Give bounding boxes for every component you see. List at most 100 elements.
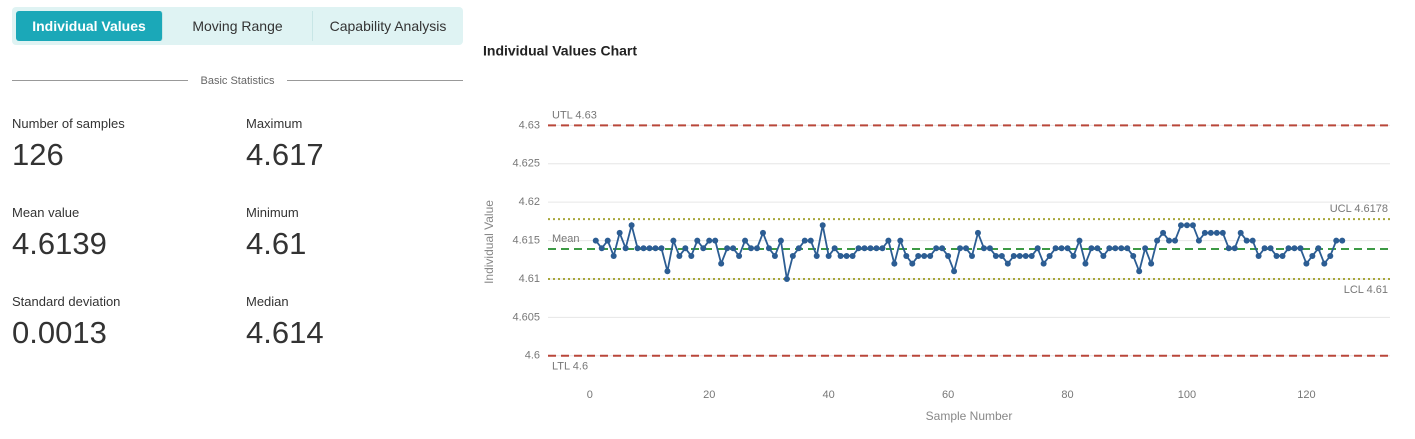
y-tick-label: 4.625 bbox=[512, 158, 540, 170]
data-point bbox=[1195, 237, 1202, 244]
data-point bbox=[1034, 245, 1041, 252]
stat-value: 4.614 bbox=[246, 315, 324, 350]
data-point bbox=[986, 245, 993, 252]
data-point bbox=[1058, 245, 1065, 252]
data-point bbox=[1028, 252, 1035, 259]
data-point bbox=[795, 245, 802, 252]
stat-label: Number of samples bbox=[12, 116, 125, 131]
data-point bbox=[592, 237, 599, 244]
data-point bbox=[909, 260, 916, 267]
data-point bbox=[1130, 252, 1137, 259]
data-point bbox=[1046, 252, 1053, 259]
data-point bbox=[1177, 222, 1184, 229]
data-point bbox=[1148, 260, 1155, 267]
x-tick-label: 120 bbox=[1297, 389, 1315, 401]
y-tick-label: 4.63 bbox=[519, 119, 540, 131]
data-point bbox=[1243, 237, 1250, 244]
data-point bbox=[622, 245, 629, 252]
data-point bbox=[1088, 245, 1095, 252]
stat: Number of samples 126 bbox=[12, 116, 232, 173]
data-point bbox=[897, 237, 904, 244]
tab[interactable]: Capability Analysis bbox=[329, 18, 447, 34]
data-point bbox=[1279, 252, 1286, 259]
x-tick-label: 80 bbox=[1061, 389, 1073, 401]
data-point bbox=[1076, 237, 1083, 244]
reference-label: UTL 4.63 bbox=[552, 109, 597, 121]
data-point bbox=[1237, 229, 1244, 236]
data-point bbox=[1255, 252, 1262, 259]
stat-label: Median bbox=[246, 294, 289, 309]
data-point bbox=[724, 245, 731, 252]
data-point bbox=[1166, 237, 1173, 244]
data-point bbox=[1291, 245, 1298, 252]
data-point bbox=[1297, 245, 1304, 252]
rule bbox=[287, 80, 463, 81]
data-point bbox=[813, 252, 820, 259]
data-point bbox=[1189, 222, 1196, 229]
data-point bbox=[1315, 245, 1322, 252]
y-tick-label: 4.62 bbox=[519, 196, 540, 208]
data-point bbox=[885, 237, 892, 244]
data-point bbox=[933, 245, 940, 252]
reference-label: LCL 4.61 bbox=[1344, 284, 1388, 296]
data-point bbox=[616, 229, 623, 236]
data-point bbox=[867, 245, 874, 252]
data-point bbox=[1327, 252, 1334, 259]
data-point bbox=[1309, 252, 1316, 259]
section-title: Basic Statistics bbox=[200, 75, 275, 87]
data-point bbox=[957, 245, 964, 252]
tab[interactable]: Individual Values bbox=[16, 11, 163, 41]
data-point bbox=[855, 245, 862, 252]
data-point bbox=[736, 252, 743, 259]
reference-label: UCL 4.6178 bbox=[1330, 203, 1388, 215]
stat-value: 0.0013 bbox=[12, 315, 107, 350]
stat: Median 4.614 bbox=[246, 294, 466, 351]
data-point bbox=[873, 245, 880, 252]
data-point bbox=[1160, 229, 1167, 236]
data-point bbox=[789, 252, 796, 259]
data-point bbox=[927, 252, 934, 259]
data-point bbox=[968, 252, 975, 259]
data-point bbox=[1082, 260, 1089, 267]
data-point bbox=[1249, 237, 1256, 244]
data-point bbox=[1231, 245, 1238, 252]
data-point bbox=[1333, 237, 1340, 244]
y-tick-label: 4.615 bbox=[512, 234, 540, 246]
data-point bbox=[945, 252, 952, 259]
data-point bbox=[1261, 245, 1268, 252]
stat-label: Standard deviation bbox=[12, 294, 121, 309]
data-point bbox=[1225, 245, 1232, 252]
data-point bbox=[1124, 245, 1131, 252]
data-point bbox=[831, 245, 838, 252]
data-point bbox=[1064, 245, 1071, 252]
data-point bbox=[1106, 245, 1113, 252]
data-point bbox=[759, 229, 766, 236]
data-point bbox=[1112, 245, 1119, 252]
data-point bbox=[754, 245, 761, 252]
y-tick-label: 4.6 bbox=[525, 350, 540, 362]
data-point bbox=[658, 245, 665, 252]
stat: Standard deviation 0.0013 bbox=[12, 294, 232, 351]
x-tick-label: 0 bbox=[587, 389, 593, 401]
data-point bbox=[670, 237, 677, 244]
data-point bbox=[640, 245, 647, 252]
data-point bbox=[604, 237, 611, 244]
tab[interactable]: Moving Range bbox=[163, 11, 313, 41]
data-point bbox=[801, 237, 808, 244]
data-point bbox=[771, 252, 778, 259]
data-point bbox=[1016, 252, 1023, 259]
data-point bbox=[783, 275, 790, 282]
data-point bbox=[974, 229, 981, 236]
data-point bbox=[1207, 229, 1214, 236]
data-point bbox=[1303, 260, 1310, 267]
data-point bbox=[1052, 245, 1059, 252]
data-point bbox=[891, 260, 898, 267]
data-point bbox=[1010, 252, 1017, 259]
data-point bbox=[694, 237, 701, 244]
data-point bbox=[998, 252, 1005, 259]
data-point bbox=[1136, 268, 1143, 275]
data-point bbox=[676, 252, 683, 259]
data-point bbox=[1040, 260, 1047, 267]
data-point bbox=[1273, 252, 1280, 259]
